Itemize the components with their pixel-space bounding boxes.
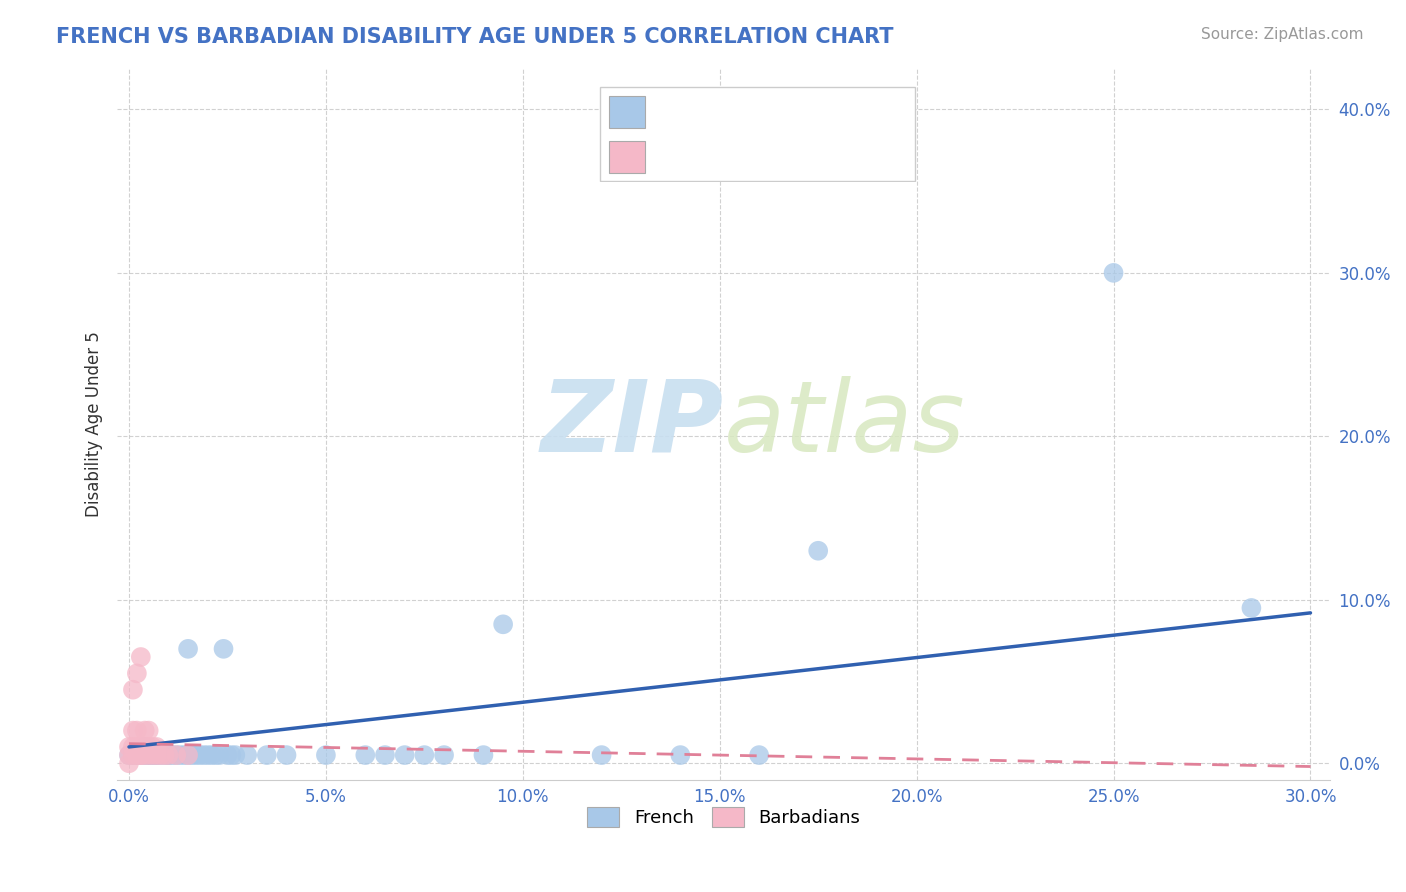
Point	[145, 748, 167, 763]
Point	[142, 739, 165, 754]
Point	[129, 748, 152, 763]
Point	[256, 748, 278, 763]
Point	[118, 748, 141, 763]
Point	[181, 748, 204, 763]
Point	[142, 748, 165, 763]
Point	[129, 739, 152, 754]
Point	[138, 723, 160, 738]
Point	[145, 748, 167, 763]
Point	[157, 748, 180, 763]
Point	[354, 748, 377, 763]
Point	[118, 756, 141, 771]
Point	[134, 748, 156, 763]
Point	[184, 748, 207, 763]
Point	[145, 748, 167, 763]
Point	[145, 739, 167, 754]
Point	[315, 748, 337, 763]
Point	[669, 748, 692, 763]
Point	[591, 748, 613, 763]
Point	[212, 641, 235, 656]
Point	[138, 748, 160, 763]
Point	[177, 748, 200, 763]
Point	[165, 748, 187, 763]
Point	[188, 748, 211, 763]
Point	[193, 748, 215, 763]
Point	[153, 748, 176, 763]
Point	[134, 748, 156, 763]
Point	[149, 748, 172, 763]
Point	[197, 748, 219, 763]
Point	[122, 739, 145, 754]
Point	[122, 748, 145, 763]
Point	[177, 748, 200, 763]
Point	[122, 748, 145, 763]
Point	[492, 617, 515, 632]
Point	[236, 748, 259, 763]
Point	[118, 748, 141, 763]
Point	[748, 748, 770, 763]
Point	[807, 543, 830, 558]
Text: ZIP: ZIP	[541, 376, 724, 473]
Point	[129, 748, 152, 763]
Point	[118, 739, 141, 754]
Point	[138, 748, 160, 763]
Point	[201, 748, 224, 763]
Point	[157, 748, 180, 763]
Point	[157, 748, 180, 763]
Y-axis label: Disability Age Under 5: Disability Age Under 5	[86, 331, 103, 517]
Point	[472, 748, 495, 763]
Point	[173, 748, 195, 763]
Point	[433, 748, 456, 763]
Point	[134, 739, 156, 754]
Point	[122, 682, 145, 697]
Point	[125, 748, 148, 763]
Point	[276, 748, 298, 763]
Point	[413, 748, 436, 763]
Text: Source: ZipAtlas.com: Source: ZipAtlas.com	[1201, 27, 1364, 42]
Point	[374, 748, 396, 763]
Point	[138, 748, 160, 763]
Legend: French, Barbadians: French, Barbadians	[579, 799, 868, 835]
Point	[138, 739, 160, 754]
Point	[221, 748, 243, 763]
Point	[129, 650, 152, 665]
Point	[224, 748, 246, 763]
Text: FRENCH VS BARBADIAN DISABILITY AGE UNDER 5 CORRELATION CHART: FRENCH VS BARBADIAN DISABILITY AGE UNDER…	[56, 27, 894, 46]
Point	[153, 748, 176, 763]
Point	[169, 748, 191, 763]
Point	[1102, 266, 1125, 280]
Point	[142, 748, 165, 763]
Point	[217, 748, 239, 763]
Text: atlas: atlas	[724, 376, 966, 473]
Point	[142, 748, 165, 763]
Point	[208, 748, 231, 763]
Point	[204, 748, 226, 763]
Point	[122, 723, 145, 738]
Point	[125, 748, 148, 763]
Point	[129, 748, 152, 763]
Point	[165, 748, 187, 763]
Point	[125, 739, 148, 754]
Point	[134, 739, 156, 754]
Point	[125, 723, 148, 738]
Point	[394, 748, 416, 763]
Point	[134, 723, 156, 738]
Point	[162, 748, 184, 763]
Point	[1240, 601, 1263, 615]
Point	[177, 641, 200, 656]
Point	[125, 666, 148, 681]
Point	[149, 748, 172, 763]
